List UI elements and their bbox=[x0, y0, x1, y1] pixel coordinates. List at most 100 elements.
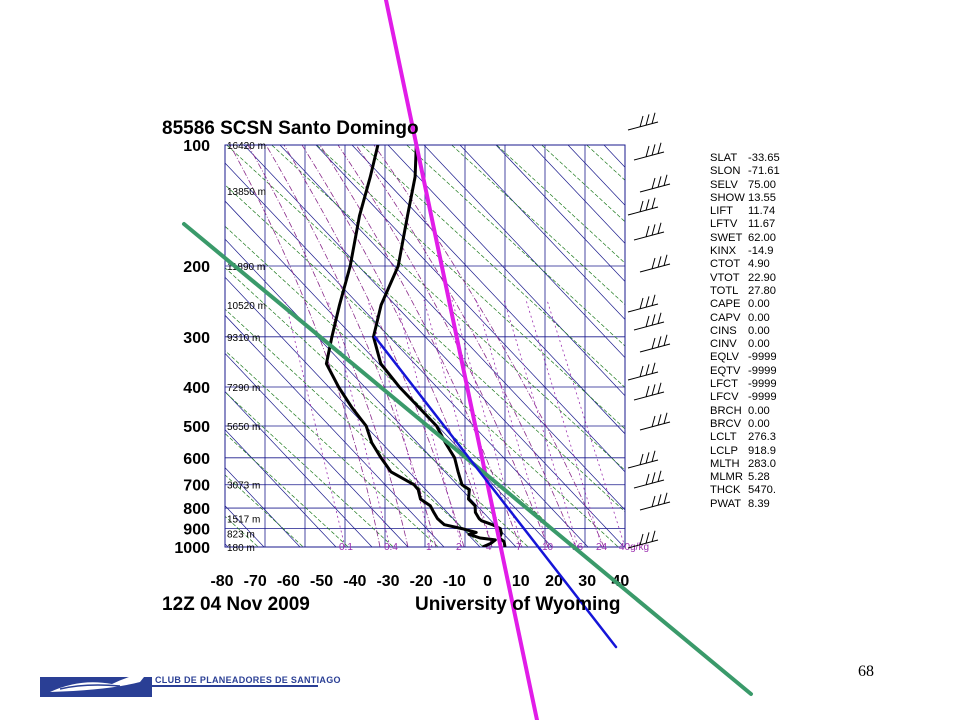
index-name: PWAT bbox=[710, 497, 742, 510]
index-value: 283.0 bbox=[748, 457, 776, 470]
index-name: LIFT bbox=[710, 205, 733, 218]
isotherm-line bbox=[225, 162, 589, 547]
index-value: 0.00 bbox=[748, 417, 770, 430]
height-label: 5650 m bbox=[227, 422, 260, 433]
index-value: 0.00 bbox=[748, 338, 770, 351]
barb-feather bbox=[651, 257, 656, 270]
barb-feather bbox=[645, 364, 650, 376]
temperature-tick-label: -30 bbox=[376, 573, 399, 590]
index-row: CINS 0.00 bbox=[710, 325, 780, 338]
barb-feather bbox=[657, 336, 662, 348]
index-value: 11.67 bbox=[748, 218, 776, 231]
temperature-tick-label: -70 bbox=[244, 573, 267, 590]
source-label: University of Wyoming bbox=[415, 594, 621, 615]
pressure-label: 500 bbox=[183, 419, 210, 436]
height-label: 11890 m bbox=[227, 262, 265, 273]
barb-feather bbox=[645, 532, 650, 544]
barb-shaft bbox=[627, 303, 659, 313]
isotherm-line bbox=[603, 145, 625, 168]
index-value: -33.65 bbox=[748, 152, 780, 164]
stability-index-table: SLAT -33.65 SLON -71.61 SELV 75.00 SHOW 13.55 LI… bbox=[710, 152, 780, 511]
index-name: CAPV bbox=[710, 311, 741, 324]
barb-feather bbox=[657, 256, 662, 268]
barb-shaft bbox=[639, 343, 671, 353]
height-label: 10520 m bbox=[227, 301, 266, 312]
date-label: 12Z 04 Nov 2009 bbox=[162, 594, 310, 615]
index-row: SELV 75.00 bbox=[710, 179, 780, 192]
dry-adiabat-line bbox=[361, 145, 625, 388]
index-value: 0.00 bbox=[748, 404, 770, 417]
index-row: LCLP 918.9 bbox=[710, 445, 780, 458]
sounding-series bbox=[324, 145, 507, 547]
mixing-ratio-label: 10 bbox=[542, 542, 554, 553]
wind-barb-icon bbox=[639, 254, 671, 273]
barb-feather bbox=[639, 453, 644, 466]
wind-barb-icon bbox=[627, 362, 659, 381]
dry-adiabat-line bbox=[541, 145, 625, 223]
barb-feather bbox=[657, 222, 662, 234]
index-value: 5470. bbox=[748, 484, 776, 497]
index-row: EQLV -9999 bbox=[710, 351, 780, 364]
isotherm-line bbox=[387, 145, 625, 397]
wind-barb-icon bbox=[633, 470, 665, 489]
index-row: SLON -71.61 bbox=[710, 165, 780, 178]
height-label: 3073 m bbox=[227, 481, 260, 492]
index-value: -9999 bbox=[748, 364, 777, 377]
temperature-line bbox=[372, 145, 507, 547]
barb-feather bbox=[645, 473, 650, 486]
barb-feather bbox=[639, 200, 644, 213]
height-label: 9310 m bbox=[227, 333, 260, 344]
index-row: CINV 0.00 bbox=[710, 338, 780, 351]
index-name: SLAT bbox=[710, 152, 738, 164]
barb-feather bbox=[657, 176, 662, 188]
barb-feather bbox=[645, 145, 650, 158]
barb-shaft bbox=[627, 539, 659, 549]
dry-adiabat-line bbox=[496, 145, 625, 264]
index-name: VTOT bbox=[710, 271, 740, 284]
index-name: CINV bbox=[710, 338, 737, 351]
index-name: SELV bbox=[710, 178, 738, 191]
isotherm-line bbox=[243, 145, 625, 547]
index-row: EQTV -9999 bbox=[710, 365, 780, 378]
wind-barb-icon bbox=[627, 197, 659, 216]
mixing-ratio-labels: 0.1 0.4 1 2 4 7 10 16 24 40g/kg bbox=[339, 542, 649, 553]
height-label: 1517 m bbox=[227, 515, 260, 526]
mixing-ratio-line bbox=[284, 299, 346, 547]
dry-adiabat-line bbox=[406, 145, 625, 347]
dry-adiabat-line bbox=[225, 308, 484, 547]
mixing-ratio-line bbox=[546, 299, 625, 547]
temperature-tick-label: 0 bbox=[483, 573, 492, 590]
temperature-tick-label: -50 bbox=[310, 573, 333, 590]
barb-feather bbox=[639, 115, 644, 128]
index-name: MLMR bbox=[710, 471, 743, 484]
height-label: 16420 m bbox=[227, 141, 266, 152]
index-name: LFCT bbox=[710, 378, 738, 391]
index-row: CTOT 4.90 bbox=[710, 258, 780, 271]
barb-feather bbox=[663, 174, 668, 186]
mixing-ratio-label: 40g/kg bbox=[619, 542, 649, 553]
index-row: LCLT 276.3 bbox=[710, 431, 780, 444]
isotherm-line bbox=[225, 505, 265, 547]
index-value: 8.39 bbox=[748, 497, 770, 510]
height-label: 180 m bbox=[227, 543, 255, 554]
chart-grid bbox=[225, 145, 625, 547]
barb-shaft bbox=[627, 121, 659, 131]
index-name: CTOT bbox=[710, 258, 741, 271]
temperature-tick-label: 30 bbox=[578, 573, 596, 590]
index-value: 276.3 bbox=[748, 431, 776, 444]
moist-adiabat-line bbox=[247, 145, 409, 547]
moist-adiabat-line bbox=[301, 145, 493, 547]
page-number: 68 bbox=[858, 663, 874, 680]
dry-adiabat-line bbox=[225, 474, 304, 547]
barb-feather bbox=[657, 494, 662, 506]
index-row: SWET 62.00 bbox=[710, 232, 780, 245]
barb-feather bbox=[639, 297, 644, 310]
index-value: 5.28 bbox=[748, 471, 770, 484]
index-value: 22.90 bbox=[748, 271, 776, 284]
index-name: SLON bbox=[710, 165, 741, 178]
index-value: 62.00 bbox=[748, 231, 776, 244]
dry-adiabat-line bbox=[451, 145, 625, 306]
barb-feather bbox=[645, 315, 650, 328]
mixing-ratio-label: 0.1 bbox=[339, 542, 353, 553]
logo-text: CLUB DE PLANEADORES DE SANTIAGO bbox=[155, 675, 341, 685]
